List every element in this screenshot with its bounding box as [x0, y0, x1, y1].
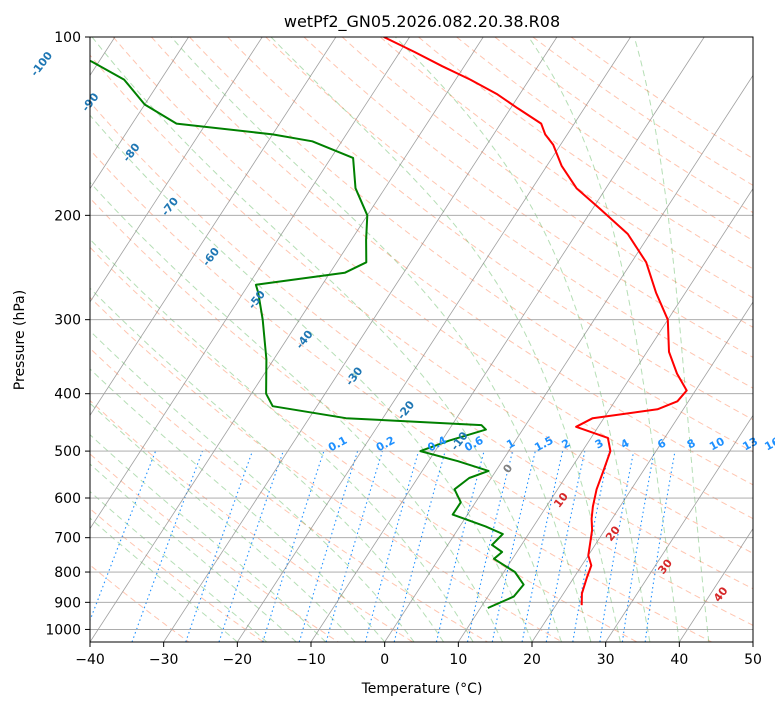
dry-adiabat	[90, 296, 563, 642]
dry-adiabat	[90, 508, 264, 642]
mixing-ratio-line	[325, 450, 383, 642]
x-axis-label: Temperature (°C)	[361, 681, 483, 697]
dry-adiabat	[379, 37, 753, 299]
dry-adiabat	[90, 197, 712, 642]
isotherm-line	[457, 187, 753, 642]
mixing-ratio-line	[644, 451, 676, 642]
isotherm-line	[605, 414, 753, 642]
dry-adiabat	[90, 564, 190, 642]
moist-adiabat	[90, 463, 297, 642]
isotherm-line	[90, 37, 189, 190]
moist-adiabat	[270, 37, 621, 642]
x-tick-label: −40	[75, 652, 105, 668]
mixing-ratio-line	[521, 450, 564, 642]
isotherm-line	[236, 37, 631, 642]
x-tick-label: −20	[223, 652, 253, 668]
mixing-ratio-line	[364, 450, 420, 642]
y-tick-label: 800	[54, 565, 81, 581]
mixing-ratio-line	[90, 450, 157, 622]
moist-adiabat	[90, 114, 533, 642]
mixing-ratio-line	[545, 450, 586, 642]
moist-adiabat	[91, 37, 562, 642]
moist-adiabat	[90, 330, 415, 642]
dry-adiabat	[227, 37, 753, 421]
y-tick-label: 700	[54, 531, 81, 547]
mixing-ratio-label: 10	[707, 435, 727, 454]
dry-adiabat	[303, 37, 753, 358]
x-tick-label: 0	[380, 652, 389, 668]
mixing-ratio-line	[298, 450, 359, 642]
y-tick-label: 500	[54, 444, 81, 460]
isotherm-line	[310, 37, 705, 642]
dewpoint-line	[90, 59, 525, 609]
isotherm-line	[678, 527, 753, 642]
profile-lines	[90, 37, 688, 609]
isotherm-line	[531, 301, 753, 642]
moist-adiabat	[394, 37, 651, 642]
moist-adiabat	[90, 287, 445, 642]
isotherm-line	[90, 37, 263, 303]
isotherm-line	[90, 37, 337, 417]
moist-adiabat	[90, 368, 386, 642]
moist-adiabat	[633, 37, 710, 642]
dry-adiabat	[90, 347, 488, 642]
isotherm-line	[90, 37, 410, 530]
mixing-ratio-line	[572, 450, 610, 642]
mixing-ratio-line	[262, 450, 325, 642]
y-tick-label: 1000	[45, 622, 81, 638]
x-tick-label: 10	[449, 652, 467, 668]
moist-adiabat	[90, 517, 238, 642]
isotherm-line	[90, 37, 484, 642]
isotherm-line	[384, 74, 753, 642]
axes: −40 −30 −20 −10 0 10 20 30 40 50 100 200 300 400 500 60…	[45, 30, 762, 668]
plot-frame	[89, 36, 754, 643]
dry-adiabat	[189, 37, 753, 453]
temperature-line	[383, 37, 688, 606]
x-tick-label: 40	[670, 652, 688, 668]
x-tick-label: −10	[296, 652, 326, 668]
x-tick-label: −30	[149, 652, 179, 668]
mixing-ratio-label: 16	[763, 435, 775, 454]
x-tick-label: 30	[597, 652, 615, 668]
y-tick-label: 300	[54, 313, 81, 329]
y-tick-label: 600	[54, 491, 81, 507]
y-tick-label: 200	[54, 208, 81, 224]
y-tick-label: 900	[54, 595, 81, 611]
dry-adiabat	[90, 453, 339, 642]
moist-adiabat	[90, 181, 503, 642]
dry-adiabat	[265, 37, 753, 389]
moist-adiabat	[528, 37, 680, 642]
x-tick-label: 20	[523, 652, 541, 668]
x-tick-label: 50	[744, 652, 762, 668]
chart-title: wetPf2_GN05.2026.082.20.38.R08	[284, 12, 560, 32]
y-tick-label: 100	[54, 30, 81, 46]
dry-adiabat	[341, 37, 753, 328]
moist-adiabat	[90, 490, 268, 642]
moist-adiabat	[90, 434, 327, 642]
background-lines	[90, 37, 753, 642]
dry-adiabat	[90, 101, 753, 590]
mixing-ratio-label: 13	[740, 435, 760, 454]
mixing-ratio-line	[621, 451, 655, 642]
moist-adiabat	[170, 37, 592, 642]
dry-adiabat	[90, 149, 753, 626]
y-axis-label: Pressure (hPa)	[12, 290, 28, 390]
y-tick-label: 400	[54, 387, 81, 403]
isotherm-line	[163, 37, 558, 642]
moist-adiabat	[90, 238, 474, 642]
mixing-ratio-line	[218, 450, 284, 642]
mixing-ratio-line	[599, 450, 635, 642]
moist-adiabat	[90, 402, 356, 642]
